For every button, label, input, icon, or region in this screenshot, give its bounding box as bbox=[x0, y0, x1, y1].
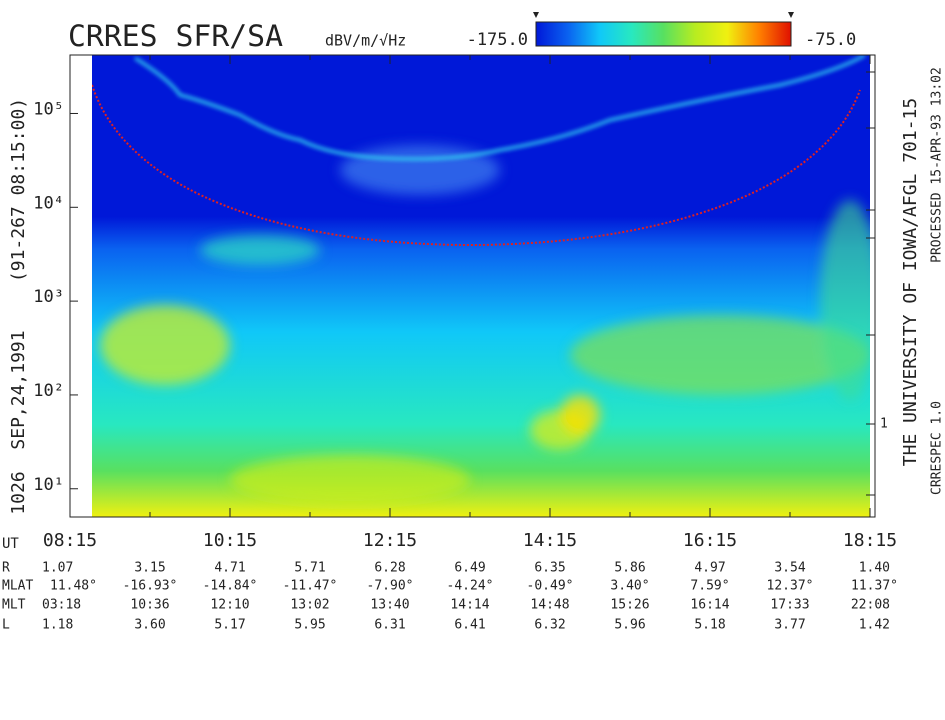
ephemeris-value: 5.71 bbox=[294, 561, 325, 576]
ephemeris-value: 3.77 bbox=[774, 618, 805, 633]
ephemeris-value: 14:48 bbox=[530, 598, 569, 613]
left-annotation: (91-267 08:15:00) bbox=[8, 98, 29, 282]
colorbar-tick bbox=[533, 12, 539, 18]
x-tick-label: 14:15 bbox=[523, 530, 577, 551]
ephemeris-value: 3.60 bbox=[134, 618, 165, 633]
ephemeris-value: 6.32 bbox=[534, 618, 565, 633]
ephemeris-row-label: L bbox=[2, 618, 10, 633]
ephemeris-value: 6.49 bbox=[454, 561, 485, 576]
ephemeris-value: 6.31 bbox=[374, 618, 405, 633]
ephemeris-value: 6.28 bbox=[374, 561, 405, 576]
ephemeris-value: 4.71 bbox=[214, 561, 245, 576]
y-tick-label: 10¹ bbox=[33, 475, 64, 495]
ephemeris-value: 3.40° bbox=[610, 579, 649, 594]
ephemeris-value: 5.86 bbox=[614, 561, 645, 576]
ephemeris-value: 5.17 bbox=[214, 618, 245, 633]
ephemeris-value: 1.18 bbox=[42, 618, 73, 633]
x-tick-label: 08:15 bbox=[43, 530, 97, 551]
colorbar-tick-label: -75.0 bbox=[805, 30, 856, 50]
x-tick-label: 18:15 bbox=[843, 530, 897, 551]
y-tick-label: 10³ bbox=[33, 287, 64, 307]
ephemeris-value: -14.84° bbox=[203, 579, 258, 594]
ephemeris-value: 5.95 bbox=[294, 618, 325, 633]
right-axis bbox=[866, 71, 875, 496]
ephemeris-value: 3.54 bbox=[774, 561, 805, 576]
ephemeris-value: 1.40 bbox=[859, 561, 890, 576]
right-annotation: THE UNIVERSITY OF IOWA/AFGL 701-15 bbox=[900, 98, 921, 466]
x-tick-label: 16:15 bbox=[683, 530, 737, 551]
ephemeris-value: 5.96 bbox=[614, 618, 645, 633]
ephemeris-value: -4.24° bbox=[447, 579, 494, 594]
ephemeris-value: 13:02 bbox=[290, 598, 329, 613]
ephemeris-value: 22:08 bbox=[851, 598, 890, 613]
y-tick-label: 10⁴ bbox=[33, 193, 64, 213]
left-annotation: SEP,24,1991 bbox=[8, 330, 29, 449]
colorbar-tick-label: -175.0 bbox=[467, 30, 528, 50]
ephemeris-value: 7.59° bbox=[690, 579, 729, 594]
ephemeris-value: 11.37° bbox=[851, 579, 898, 594]
right-tick-label: 1 bbox=[880, 417, 888, 432]
right-annotation: PROCESSED 15-APR-93 13:02 bbox=[930, 67, 945, 263]
ephemeris-value: 16:14 bbox=[690, 598, 729, 613]
ephemeris-value: 03:18 bbox=[42, 598, 81, 613]
ephemeris-value: 15:26 bbox=[610, 598, 649, 613]
ephemeris-value: 13:40 bbox=[370, 598, 409, 613]
ephemeris-value: 17:33 bbox=[770, 598, 809, 613]
x-tick-label: 12:15 bbox=[363, 530, 417, 551]
ephemeris-value: 1.07 bbox=[42, 561, 73, 576]
y-tick-label: 10⁵ bbox=[33, 99, 64, 119]
right-annotation: CRRESPEC 1.0 bbox=[930, 401, 945, 495]
ephemeris-value: -11.47° bbox=[283, 579, 338, 594]
colorbar-label: dBV/m/√Hz bbox=[325, 32, 406, 50]
ephemeris-value: 11.48° bbox=[50, 579, 97, 594]
ephemeris-value: 4.97 bbox=[694, 561, 725, 576]
ephemeris-value: 5.18 bbox=[694, 618, 725, 633]
x-axis-label: UT bbox=[2, 536, 19, 552]
ephemeris-value: -7.90° bbox=[367, 579, 414, 594]
ephemeris-value: -16.93° bbox=[123, 579, 178, 594]
ephemeris-value: 10:36 bbox=[130, 598, 169, 613]
ephemeris-value: 6.41 bbox=[454, 618, 485, 633]
ephemeris-value: 14:14 bbox=[450, 598, 489, 613]
colorbar-tick bbox=[788, 12, 794, 18]
x-tick-label: 10:15 bbox=[203, 530, 257, 551]
ephemeris-row-label: R bbox=[2, 561, 10, 576]
colorbar bbox=[535, 21, 792, 47]
ephemeris-value: 3.15 bbox=[134, 561, 165, 576]
spectrogram-image bbox=[92, 55, 870, 517]
ephemeris-value: -0.49° bbox=[527, 579, 574, 594]
plot-frame bbox=[69, 54, 876, 518]
left-annotation: 1026 bbox=[8, 471, 29, 514]
ephemeris-value: 6.35 bbox=[534, 561, 565, 576]
ephemeris-value: 12:10 bbox=[210, 598, 249, 613]
y-tick-label: 10² bbox=[33, 381, 64, 401]
ephemeris-row-label: MLT bbox=[2, 598, 26, 613]
ephemeris-value: 1.42 bbox=[859, 618, 890, 633]
chart-title: CRRES SFR/SA bbox=[68, 19, 283, 53]
ephemeris-row-label: MLAT bbox=[2, 579, 33, 594]
ephemeris-value: 12.37° bbox=[767, 579, 814, 594]
